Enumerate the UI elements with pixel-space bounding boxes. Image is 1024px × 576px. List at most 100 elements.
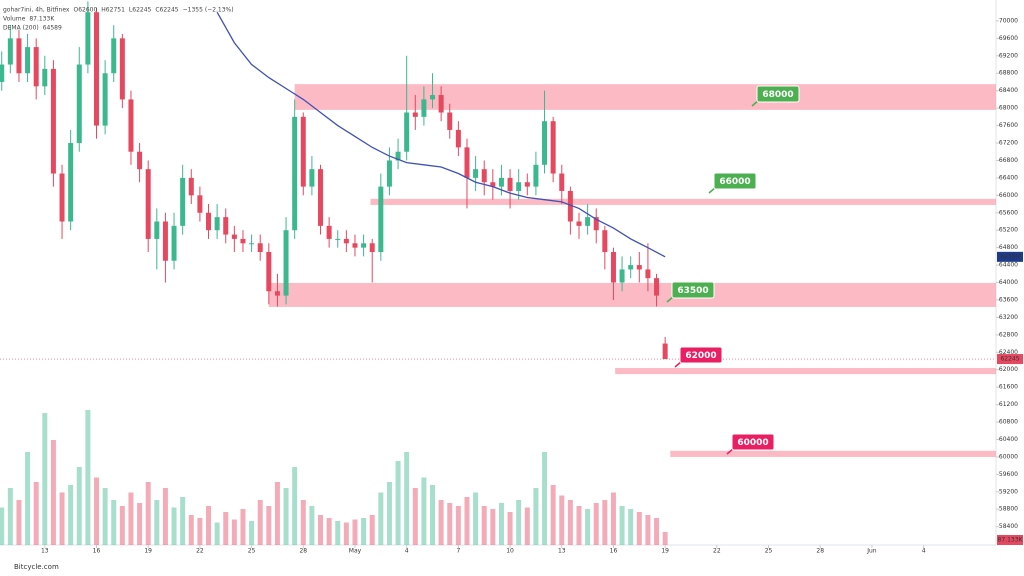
candle-body (180, 177, 186, 226)
volume-bar (249, 521, 255, 545)
volume-bar (25, 452, 31, 545)
x-tick-label: 10 (506, 548, 514, 555)
candle-body (369, 243, 375, 253)
volume-bar (214, 522, 220, 545)
candle-body (498, 177, 504, 187)
zone-label-box (713, 172, 757, 190)
volume-bar (292, 467, 298, 545)
volume-bar (378, 492, 384, 545)
candle-body (645, 269, 651, 279)
candle-body (438, 95, 444, 113)
volume-bar (455, 506, 461, 545)
volume-bar (524, 507, 530, 545)
candle-body (524, 182, 530, 187)
volume-bar (395, 461, 401, 545)
candle-body (249, 243, 255, 245)
zone-label-box (731, 433, 775, 451)
volume-bar (447, 503, 453, 545)
candle-body (610, 252, 616, 283)
candle-body (473, 169, 479, 178)
volume-bar (206, 506, 212, 545)
volume-bar (473, 492, 479, 545)
y-tick-label: 66800 (999, 157, 1018, 164)
candle-body (343, 238, 349, 244)
last-price-tag: 62245 (1000, 356, 1019, 363)
x-tick-label: 28 (299, 548, 307, 555)
legend-item: gohar7ini, 4h, Bitfinex (3, 7, 70, 14)
volume-bar (7, 488, 13, 545)
candle-body (576, 221, 582, 226)
candle-body (111, 38, 117, 74)
volume-bar (145, 482, 151, 545)
dema-legend-value: 64589 (43, 25, 62, 32)
candle-body (326, 225, 332, 239)
candle-body (542, 121, 548, 165)
candle-body (421, 99, 427, 117)
y-tick-label: 68800 (999, 70, 1018, 77)
x-tick-label: 16 (93, 548, 101, 555)
dema-legend: DEMA (200) (3, 25, 39, 32)
candle-body (50, 68, 56, 174)
volume-bar (645, 515, 651, 545)
x-tick-label: 4 (922, 548, 926, 555)
volume-bar (102, 488, 108, 545)
y-tick-label: 67200 (999, 140, 1018, 147)
candle-body (567, 190, 573, 222)
volume-bar (369, 515, 375, 545)
y-tick-label: 65600 (999, 209, 1018, 216)
volume-bar (654, 518, 660, 545)
volume-bar (481, 506, 487, 545)
legend-item: −1355 (−2.13%) (183, 7, 234, 14)
candle-body (171, 225, 177, 261)
candle-body (266, 252, 272, 292)
x-tick-label: 25 (765, 548, 773, 555)
y-tick-label: 62800 (999, 331, 1018, 338)
volume-bar (628, 509, 634, 545)
candle-body (619, 269, 625, 283)
volume-bar (33, 482, 39, 545)
y-tick-label: 60000 (999, 453, 1018, 460)
volume-bar (119, 506, 125, 545)
x-tick-label: 19 (144, 548, 152, 555)
x-tick-label: Jun (866, 548, 877, 555)
candle-body (559, 173, 565, 191)
volume-legend: Volume (3, 16, 26, 23)
y-tick-label: 60400 (999, 436, 1018, 443)
y-tick-label: 61200 (999, 401, 1018, 408)
candle-body (154, 221, 160, 239)
y-tick-label: 69200 (999, 52, 1018, 59)
volume-bar (490, 509, 496, 545)
y-tick-label: 64400 (999, 262, 1018, 269)
x-tick-label: 19 (661, 548, 669, 555)
volume-bar (507, 512, 513, 545)
volume-bar (59, 492, 65, 545)
candle-body (68, 143, 74, 222)
candle-body (42, 68, 48, 87)
last-price-tag-bg (997, 354, 1023, 365)
volume-bar (231, 519, 237, 545)
candle-body (197, 195, 203, 213)
volume-bar (162, 488, 168, 545)
legend-item: O62600 (73, 7, 97, 14)
watermark: Bitcycle.com (14, 563, 59, 571)
volume-tag-bg (997, 535, 1023, 545)
candle-body (430, 95, 436, 100)
zone-label: 63500 (677, 286, 708, 296)
volume-bar (404, 452, 410, 545)
zone-label: 60000 (737, 438, 768, 448)
candle-body (455, 129, 461, 148)
candle-body (231, 234, 237, 239)
candle-body (352, 243, 358, 248)
zone-label: 66000 (719, 177, 750, 187)
volume-bar (42, 413, 48, 545)
zone-label: 62000 (685, 351, 716, 361)
candle-body (361, 243, 367, 248)
candle-body (274, 291, 280, 296)
x-tick-label: 7 (456, 548, 460, 555)
volume-bar (352, 519, 358, 545)
volume-bar (154, 500, 160, 545)
candle-body (59, 173, 65, 222)
zone (268, 282, 996, 307)
volume-bar (300, 500, 306, 545)
